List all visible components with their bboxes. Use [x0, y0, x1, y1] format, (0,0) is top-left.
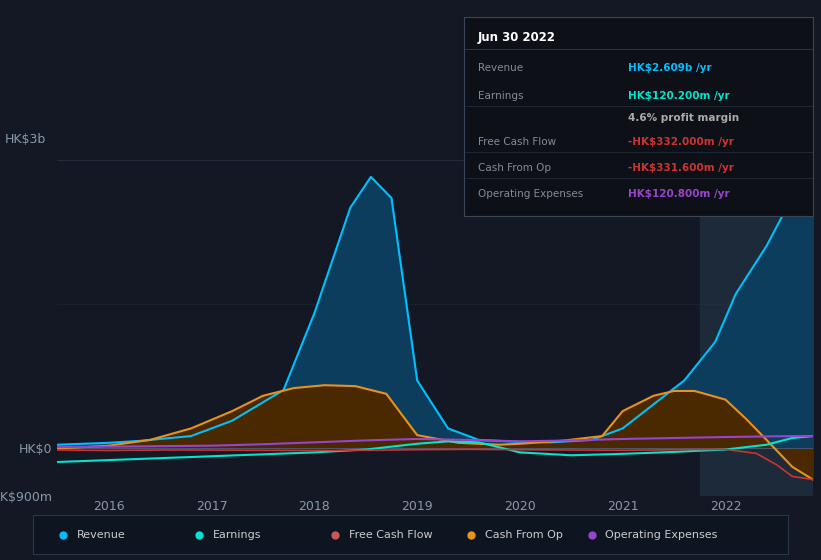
Text: Earnings: Earnings	[478, 91, 523, 101]
Text: Operating Expenses: Operating Expenses	[605, 530, 718, 540]
Text: Earnings: Earnings	[213, 530, 261, 540]
Text: 4.6% profit margin: 4.6% profit margin	[628, 113, 739, 123]
Text: Free Cash Flow: Free Cash Flow	[478, 137, 556, 147]
Bar	[699, 160, 821, 496]
Text: -HK$332.000m /yr: -HK$332.000m /yr	[628, 137, 734, 147]
Text: Revenue: Revenue	[478, 63, 523, 73]
Text: Free Cash Flow: Free Cash Flow	[349, 530, 432, 540]
Text: HK$120.200m /yr: HK$120.200m /yr	[628, 91, 730, 101]
Text: HK$120.800m /yr: HK$120.800m /yr	[628, 189, 730, 199]
Text: Revenue: Revenue	[76, 530, 126, 540]
Text: Cash From Op: Cash From Op	[478, 163, 551, 173]
Text: -HK$331.600m /yr: -HK$331.600m /yr	[628, 163, 734, 173]
Text: Jun 30 2022: Jun 30 2022	[478, 31, 556, 44]
Text: Cash From Op: Cash From Op	[484, 530, 562, 540]
Text: HK$2.609b /yr: HK$2.609b /yr	[628, 63, 712, 73]
Text: Operating Expenses: Operating Expenses	[478, 189, 583, 199]
Text: HK$3b: HK$3b	[5, 133, 46, 146]
